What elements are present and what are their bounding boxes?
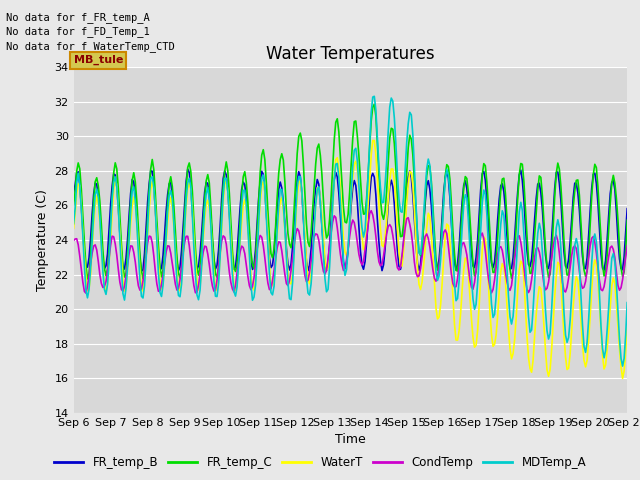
Text: No data for f_FR_temp_A: No data for f_FR_temp_A (6, 12, 150, 23)
Y-axis label: Temperature (C): Temperature (C) (36, 189, 49, 291)
Title: Water Temperatures: Water Temperatures (266, 45, 435, 63)
Text: No data for f_FD_Temp_1: No data for f_FD_Temp_1 (6, 26, 150, 37)
X-axis label: Time: Time (335, 433, 366, 446)
Legend: FR_temp_B, FR_temp_C, WaterT, CondTemp, MDTemp_A: FR_temp_B, FR_temp_C, WaterT, CondTemp, … (49, 452, 591, 474)
Text: MB_tule: MB_tule (74, 55, 123, 65)
Text: No data for f_WaterTemp_CTD: No data for f_WaterTemp_CTD (6, 41, 175, 52)
